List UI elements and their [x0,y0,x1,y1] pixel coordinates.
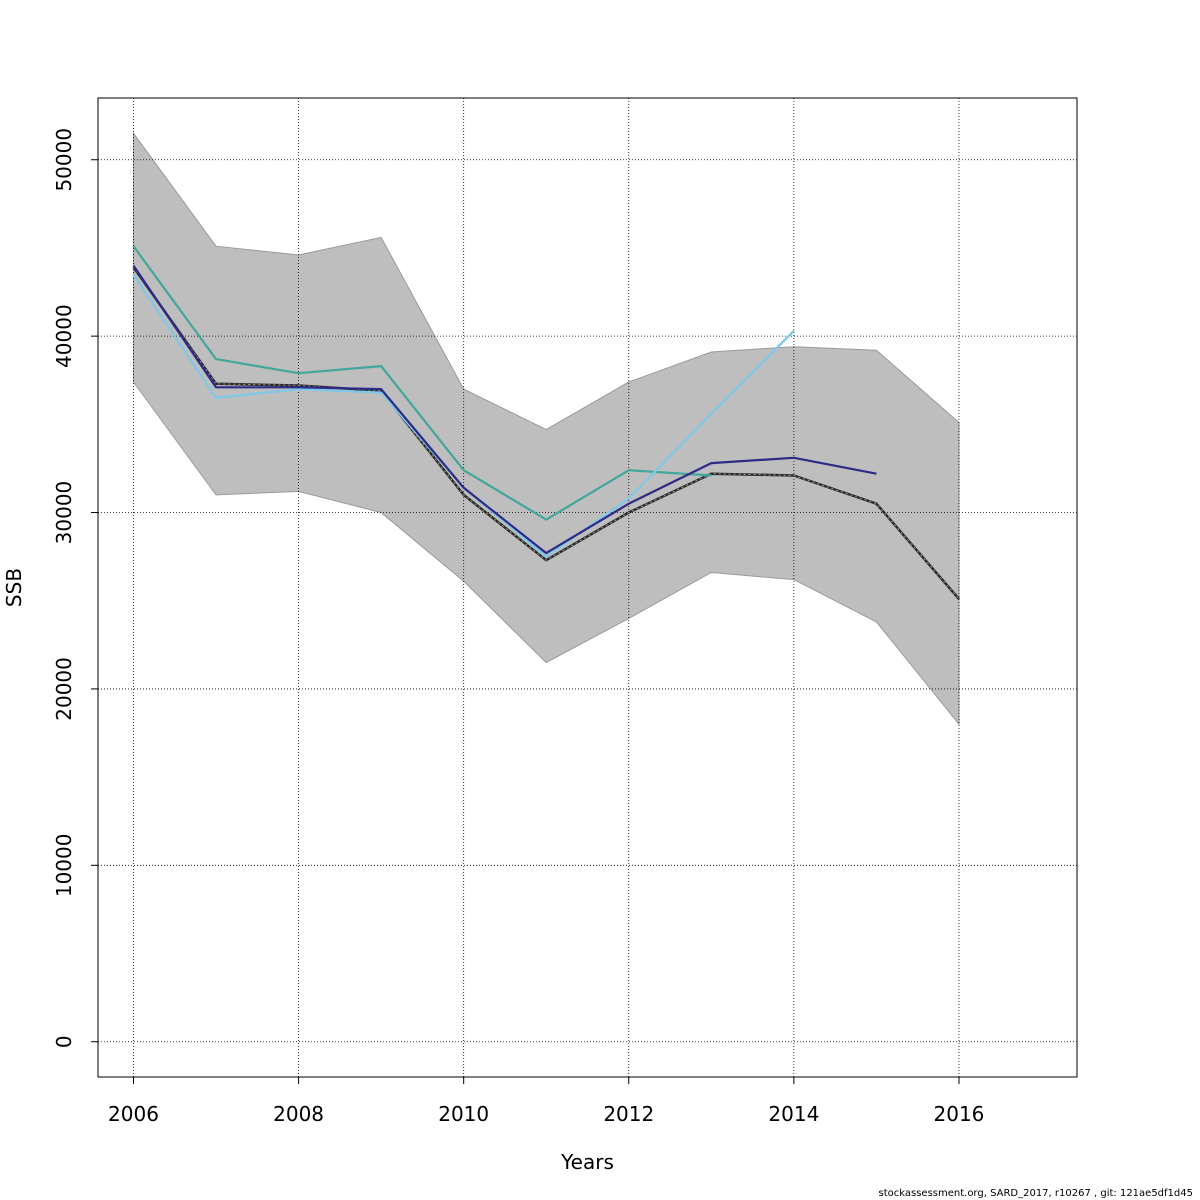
axis-layer: 2006 2008 2010 2012 2014 2016 0 10000 20000 30000… [52,128,984,1126]
x-axis-title: Years [560,1150,614,1174]
y-tick-label: 50000 [52,128,76,192]
y-tick-label: 10000 [52,834,76,898]
confidence-band-layer [133,131,960,726]
confidence-band [133,131,960,726]
grid-layer [98,98,1077,1077]
plot-frame [97,97,1078,1078]
x-tick-label: 2008 [273,1102,324,1126]
series-line-2 [132,245,712,521]
x-tick-label: 2010 [438,1102,489,1126]
y-tick-label: 20000 [52,657,76,721]
x-tick-label: 2016 [934,1102,985,1126]
y-axis-title: SSB [2,568,26,607]
series-line-4 [132,264,877,555]
x-tick-label: 2014 [768,1102,819,1126]
series-line-1-dash [133,267,960,600]
y-tick-label: 40000 [52,304,76,368]
series-layer [132,245,960,600]
x-tick-label: 2006 [108,1102,159,1126]
y-tick-label: 0 [52,1035,76,1048]
footer-credit: stockassessment.org, SARD_2017, r10267 ,… [879,1188,1194,1199]
x-tick-label: 2012 [603,1102,654,1126]
y-tick-label: 30000 [52,481,76,545]
